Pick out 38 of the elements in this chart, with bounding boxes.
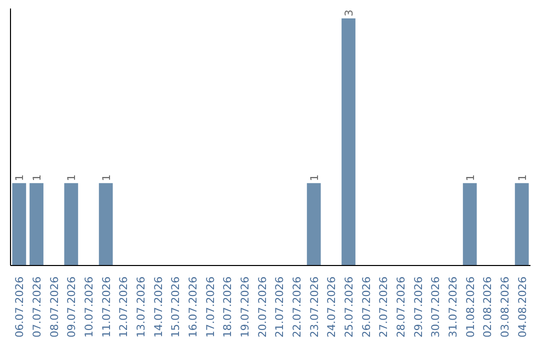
data-label: 1 — [30, 174, 44, 182]
x-tick-label: 29.07.2026 — [412, 276, 425, 338]
data-label: 3 — [342, 10, 356, 16]
x-tick-label: 09.07.2026 — [65, 276, 78, 338]
x-tick-label: 08.07.2026 — [48, 276, 61, 338]
x-tick-label: 15.07.2026 — [169, 276, 182, 338]
x-tick-label: 26.07.2026 — [360, 276, 373, 338]
x-tick-label: 24.07.2026 — [325, 276, 338, 338]
x-tick-label: 07.07.2026 — [30, 276, 44, 338]
x-tick-label: 03.08.2026 — [498, 276, 512, 338]
x-tick-label: 06.07.2026 — [13, 276, 26, 338]
x-tick-label: 30.07.2026 — [429, 276, 442, 338]
x-tick-label: 16.07.2026 — [186, 276, 200, 338]
x-tick-label: 18.07.2026 — [221, 276, 234, 338]
x-tick-label: 17.07.2026 — [204, 276, 217, 338]
x-tick-label: 22.07.2026 — [290, 276, 304, 338]
x-tick-label: 01.08.2026 — [464, 276, 477, 338]
x-tick-label: 27.07.2026 — [377, 276, 390, 338]
data-label: 1 — [13, 174, 26, 182]
data-label: 1 — [464, 174, 477, 182]
x-tick-label: 25.07.2026 — [342, 276, 356, 338]
x-tick-label: 04.08.2026 — [516, 276, 529, 338]
x-tick-label: 20.07.2026 — [256, 276, 269, 338]
x-tick-label: 11.07.2026 — [100, 276, 113, 338]
x-tick-label: 21.07.2026 — [273, 276, 286, 338]
x-tick-label: 23.07.2026 — [308, 276, 321, 338]
data-label: 1 — [100, 174, 113, 182]
x-tick-label: 19.07.2026 — [238, 276, 252, 338]
x-tick-label: 10.07.2026 — [82, 276, 96, 338]
data-label: 1 — [516, 174, 529, 182]
data-label: 1 — [65, 174, 78, 182]
x-tick-label: 02.08.2026 — [481, 276, 494, 338]
x-tick-label: 13.07.2026 — [134, 276, 148, 338]
x-tick-label: 28.07.2026 — [394, 276, 408, 338]
x-tick-label: 12.07.2026 — [117, 276, 130, 338]
data-label: 1 — [308, 174, 321, 182]
x-tick-label: 14.07.2026 — [152, 276, 165, 338]
x-tick-label: 31.07.2026 — [446, 276, 460, 338]
